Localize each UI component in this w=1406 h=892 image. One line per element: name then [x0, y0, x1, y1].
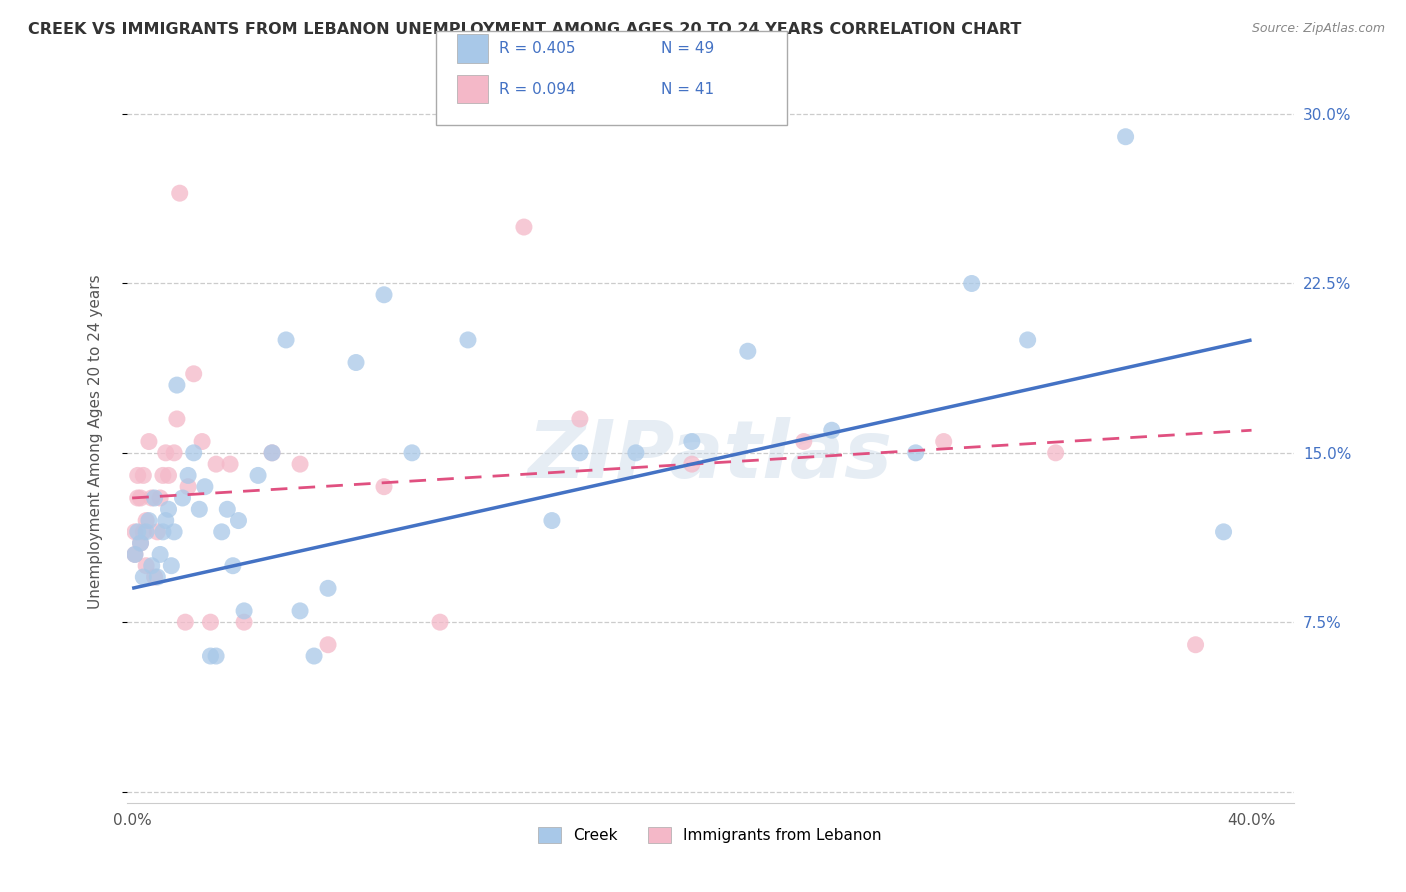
Point [188, 502, 211, 516]
Point [149, 491, 172, 505]
Point [274, 333, 297, 347]
Point [172, 491, 194, 505]
Point [132, 468, 155, 483]
Point [302, 648, 325, 663]
Point [141, 558, 163, 573]
Point [155, 446, 177, 460]
Text: CREEK VS IMMIGRANTS FROM LEBANON UNEMPLOYMENT AMONG AGES 20 TO 24 YEARS CORRELAT: CREEK VS IMMIGRANTS FROM LEBANON UNEMPLO… [28, 22, 1022, 37]
Point [904, 446, 927, 460]
Point [132, 524, 155, 539]
Point [194, 480, 217, 494]
Point [200, 648, 222, 663]
Point [191, 434, 214, 449]
Point [135, 558, 157, 573]
Point [127, 468, 149, 483]
Point [129, 491, 152, 505]
Point [138, 514, 160, 528]
Point [149, 548, 172, 562]
Point [222, 558, 245, 573]
Point [681, 457, 703, 471]
Point [205, 457, 228, 471]
Point [152, 524, 174, 539]
Point [233, 615, 256, 630]
Point [143, 491, 166, 505]
Point [163, 524, 186, 539]
Point [124, 548, 146, 562]
Point [624, 446, 647, 460]
Point [513, 220, 536, 235]
Point [127, 491, 149, 505]
Point [960, 277, 983, 291]
Point [166, 378, 188, 392]
Point [135, 514, 157, 528]
Point [1017, 333, 1039, 347]
Point [821, 423, 844, 437]
Text: R = 0.405: R = 0.405 [499, 41, 575, 56]
Point [205, 648, 228, 663]
Point [568, 412, 591, 426]
Point [183, 367, 205, 381]
Point [129, 536, 152, 550]
Point [219, 457, 242, 471]
Point [262, 446, 284, 460]
Text: R = 0.094: R = 0.094 [499, 82, 575, 96]
Point [169, 186, 191, 201]
Point [793, 434, 815, 449]
Point [457, 333, 479, 347]
Point [166, 412, 188, 426]
Point [157, 502, 180, 516]
Point [200, 615, 222, 630]
Point [177, 480, 200, 494]
Point [429, 615, 451, 630]
Point [568, 446, 591, 460]
Point [1045, 446, 1067, 460]
Point [233, 604, 256, 618]
Point [1212, 524, 1234, 539]
Point [316, 638, 339, 652]
Point [146, 570, 169, 584]
Point [373, 287, 395, 301]
Point [124, 524, 146, 539]
Legend: Creek, Immigrants from Lebanon: Creek, Immigrants from Lebanon [531, 822, 889, 849]
Point [217, 502, 239, 516]
Point [228, 514, 250, 528]
Point [316, 582, 339, 596]
Point [146, 524, 169, 539]
Point [373, 480, 395, 494]
Point [157, 468, 180, 483]
Point [288, 604, 311, 618]
Point [155, 514, 177, 528]
Y-axis label: Unemployment Among Ages 20 to 24 years: Unemployment Among Ages 20 to 24 years [89, 274, 103, 609]
Point [262, 446, 284, 460]
Point [138, 434, 160, 449]
Point [152, 468, 174, 483]
Text: ZIPatlas: ZIPatlas [527, 417, 893, 495]
Point [932, 434, 955, 449]
Point [132, 570, 155, 584]
Point [124, 548, 146, 562]
Point [174, 615, 197, 630]
Point [681, 434, 703, 449]
Point [127, 524, 149, 539]
Point [737, 344, 759, 359]
Point [129, 536, 152, 550]
Point [183, 446, 205, 460]
Text: N = 49: N = 49 [661, 41, 714, 56]
Point [1115, 129, 1137, 144]
Point [344, 355, 367, 369]
Point [211, 524, 233, 539]
Point [541, 514, 564, 528]
Point [177, 468, 200, 483]
Point [143, 570, 166, 584]
Point [141, 491, 163, 505]
Point [401, 446, 423, 460]
Point [160, 558, 183, 573]
Text: N = 41: N = 41 [661, 82, 714, 96]
Point [1184, 638, 1206, 652]
Text: Source: ZipAtlas.com: Source: ZipAtlas.com [1251, 22, 1385, 36]
Point [247, 468, 270, 483]
Point [163, 446, 186, 460]
Point [288, 457, 311, 471]
Point [135, 524, 157, 539]
